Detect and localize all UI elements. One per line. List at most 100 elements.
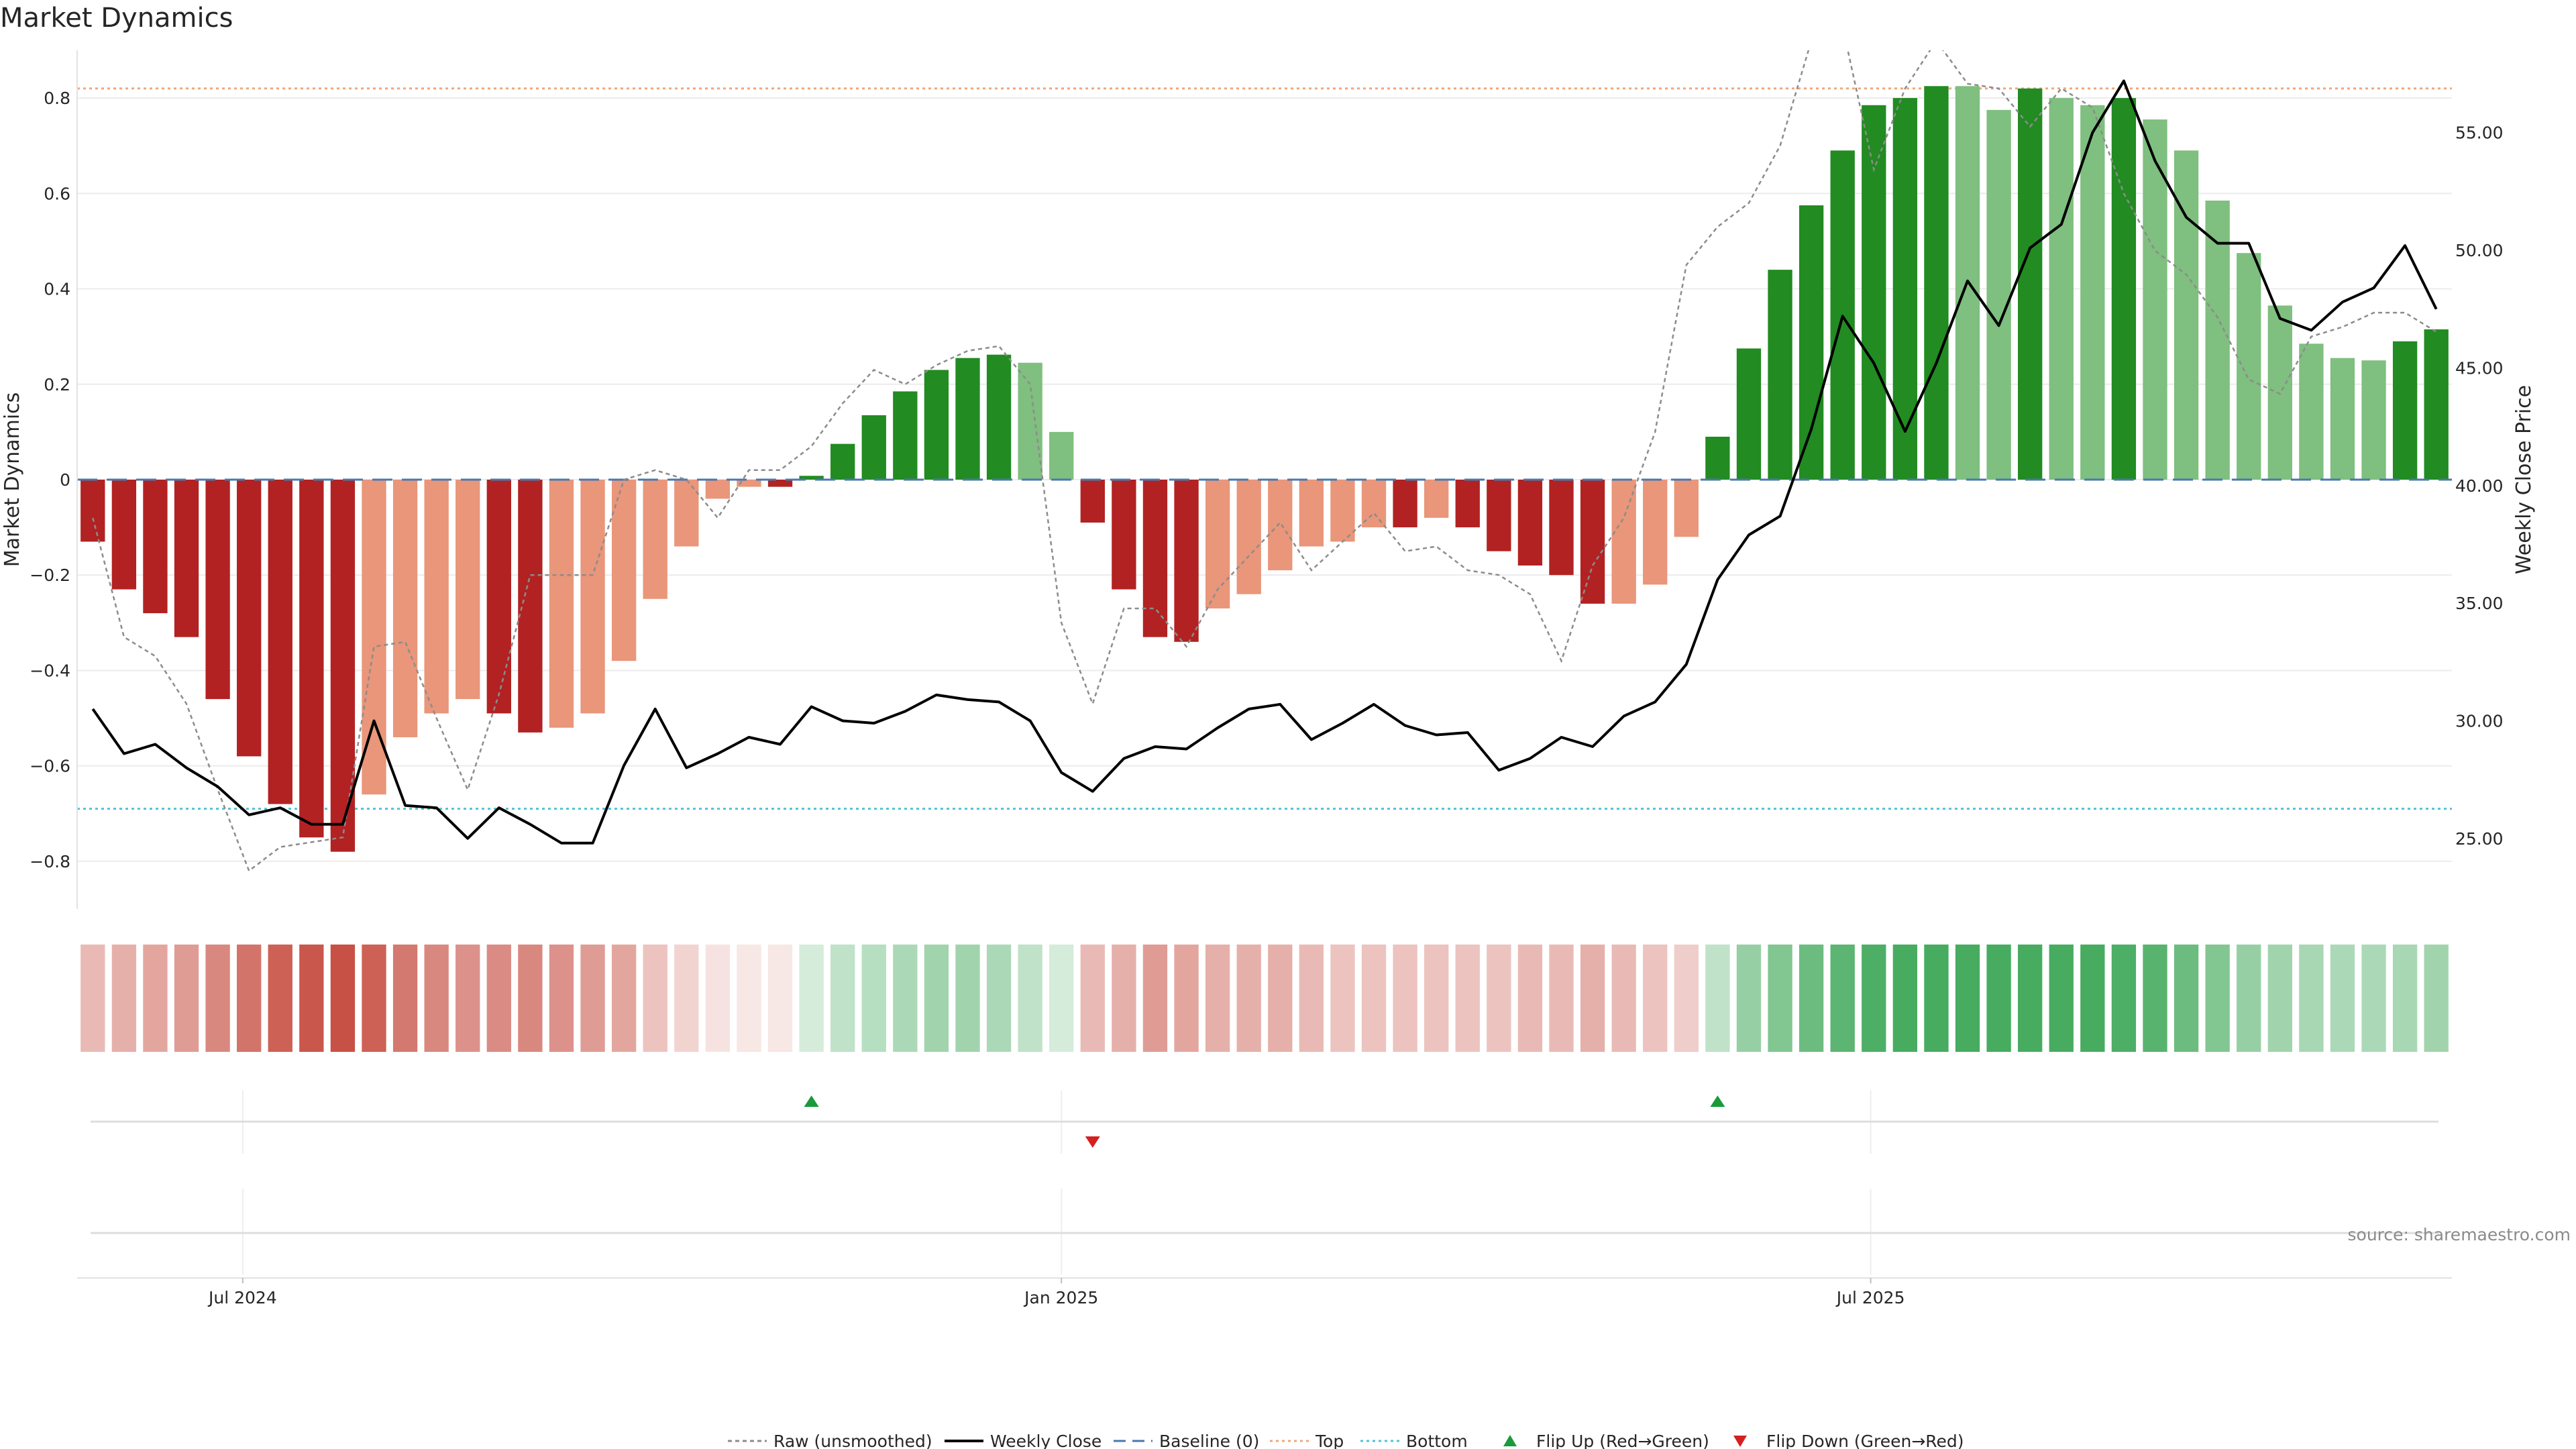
heat-cell xyxy=(1862,945,1886,1052)
momentum-bar xyxy=(861,415,886,480)
heat-strip xyxy=(80,945,2449,1052)
heat-cell xyxy=(143,945,168,1052)
y2-tick-label: 25.00 xyxy=(2455,829,2504,849)
heat-cell xyxy=(2174,945,2199,1052)
momentum-bar xyxy=(549,480,574,728)
legend-item: Top xyxy=(1270,1432,1344,1449)
momentum-bar xyxy=(1643,480,1668,585)
source-note: source: sharemaestro.com xyxy=(2348,1225,2571,1244)
x-tick-label: Jan 2025 xyxy=(1023,1288,1098,1307)
momentum-bar xyxy=(1924,86,1949,480)
heat-cell xyxy=(174,945,199,1052)
heat-cell xyxy=(1393,945,1417,1052)
momentum-bar xyxy=(518,480,543,733)
x-tick-label: Jul 2024 xyxy=(207,1288,277,1307)
heat-cell xyxy=(455,945,480,1052)
momentum-bar xyxy=(1080,480,1105,523)
legend-item: Weekly Close xyxy=(945,1432,1102,1449)
momentum-bar xyxy=(2143,119,2167,480)
flip-up-marker xyxy=(1710,1095,1725,1107)
momentum-bar xyxy=(611,480,637,661)
momentum-bar xyxy=(955,358,980,480)
heat-cell xyxy=(1580,945,1605,1052)
y-tick-label: −0.6 xyxy=(30,757,70,776)
heat-cell xyxy=(611,945,637,1052)
momentum-bar xyxy=(1174,480,1199,642)
heat-cell xyxy=(1487,945,1511,1052)
raw-series-line xyxy=(92,50,2437,873)
legend: Raw (unsmoothed) Weekly Close Baseline (0)… xyxy=(728,1432,1964,1449)
heat-cell xyxy=(1455,945,1480,1052)
heat-cell xyxy=(1236,945,1261,1052)
heat-cell xyxy=(1643,945,1668,1052)
heat-cell xyxy=(299,945,324,1052)
heat-cell xyxy=(1049,945,1074,1052)
heat-cell xyxy=(1299,945,1324,1052)
x-tick-label: Jul 2025 xyxy=(1835,1288,1905,1307)
momentum-bar xyxy=(705,480,731,499)
heat-cell xyxy=(986,945,1012,1052)
y2-axis-label: Weekly Close Price xyxy=(2512,385,2536,574)
legend-label: Top xyxy=(1315,1432,1344,1449)
heat-cell xyxy=(2143,945,2167,1052)
heat-cell xyxy=(549,945,574,1052)
momentum-bar xyxy=(2361,360,2386,480)
momentum-bar xyxy=(1674,480,1699,537)
momentum-bar xyxy=(1768,270,1792,480)
momentum-bar xyxy=(1580,480,1605,604)
momentum-bar xyxy=(1142,480,1168,637)
momentum-bar xyxy=(1236,480,1261,594)
heat-cell xyxy=(1517,945,1543,1052)
heat-cell xyxy=(2049,945,2074,1052)
momentum-bar xyxy=(330,480,356,852)
y2-tick-label: 55.00 xyxy=(2455,123,2504,143)
heat-cell xyxy=(330,945,356,1052)
momentum-bar xyxy=(268,480,292,804)
heat-cell xyxy=(1768,945,1792,1052)
momentum-bar xyxy=(2267,305,2292,480)
heat-cell xyxy=(2299,945,2324,1052)
momentum-bar xyxy=(799,476,824,480)
momentum-bar xyxy=(737,480,761,487)
heat-cell xyxy=(2018,945,2043,1052)
momentum-bar xyxy=(2205,201,2230,480)
lines xyxy=(91,50,2438,873)
momentum-bar xyxy=(1799,205,1824,480)
momentum-bar xyxy=(424,480,449,714)
momentum-bar xyxy=(174,480,199,637)
heat-cell xyxy=(2080,945,2105,1052)
y-tick-label: 0.4 xyxy=(44,280,70,299)
heat-cell xyxy=(2392,945,2418,1052)
y2-tick-label: 50.00 xyxy=(2455,241,2504,260)
heat-cell xyxy=(2267,945,2292,1052)
heat-cell xyxy=(2205,945,2230,1052)
heat-cell xyxy=(362,945,386,1052)
legend-item: Flip Up (Red→Green) xyxy=(1503,1432,1709,1449)
heat-cell xyxy=(1018,945,1042,1052)
heat-cell xyxy=(1142,945,1168,1052)
momentum-bar xyxy=(111,480,137,590)
heat-cell xyxy=(1549,945,1574,1052)
legend-swatch-flip-down xyxy=(1733,1436,1747,1447)
heat-cell xyxy=(2111,945,2137,1052)
momentum-bar xyxy=(1112,480,1136,590)
momentum-bar xyxy=(1487,480,1511,551)
heat-cell xyxy=(1112,945,1136,1052)
y2-tick-label: 35.00 xyxy=(2455,594,2504,613)
momentum-bar xyxy=(1205,480,1230,608)
heat-cell xyxy=(1736,945,1762,1052)
legend-label: Flip Down (Green→Red) xyxy=(1766,1432,1964,1449)
heat-cell xyxy=(1799,945,1824,1052)
legend-item: Raw (unsmoothed) xyxy=(728,1432,932,1449)
heat-cell xyxy=(518,945,543,1052)
heat-cell xyxy=(1955,945,1980,1052)
legend-label: Bottom xyxy=(1406,1432,1468,1449)
momentum-bar xyxy=(486,480,511,714)
heat-cell xyxy=(643,945,667,1052)
legend-swatch-flip-up xyxy=(1503,1435,1517,1446)
momentum-bar xyxy=(893,391,918,480)
momentum-bar xyxy=(1049,431,1074,480)
legend-label: Weekly Close xyxy=(990,1432,1102,1449)
heat-cell xyxy=(799,945,824,1052)
